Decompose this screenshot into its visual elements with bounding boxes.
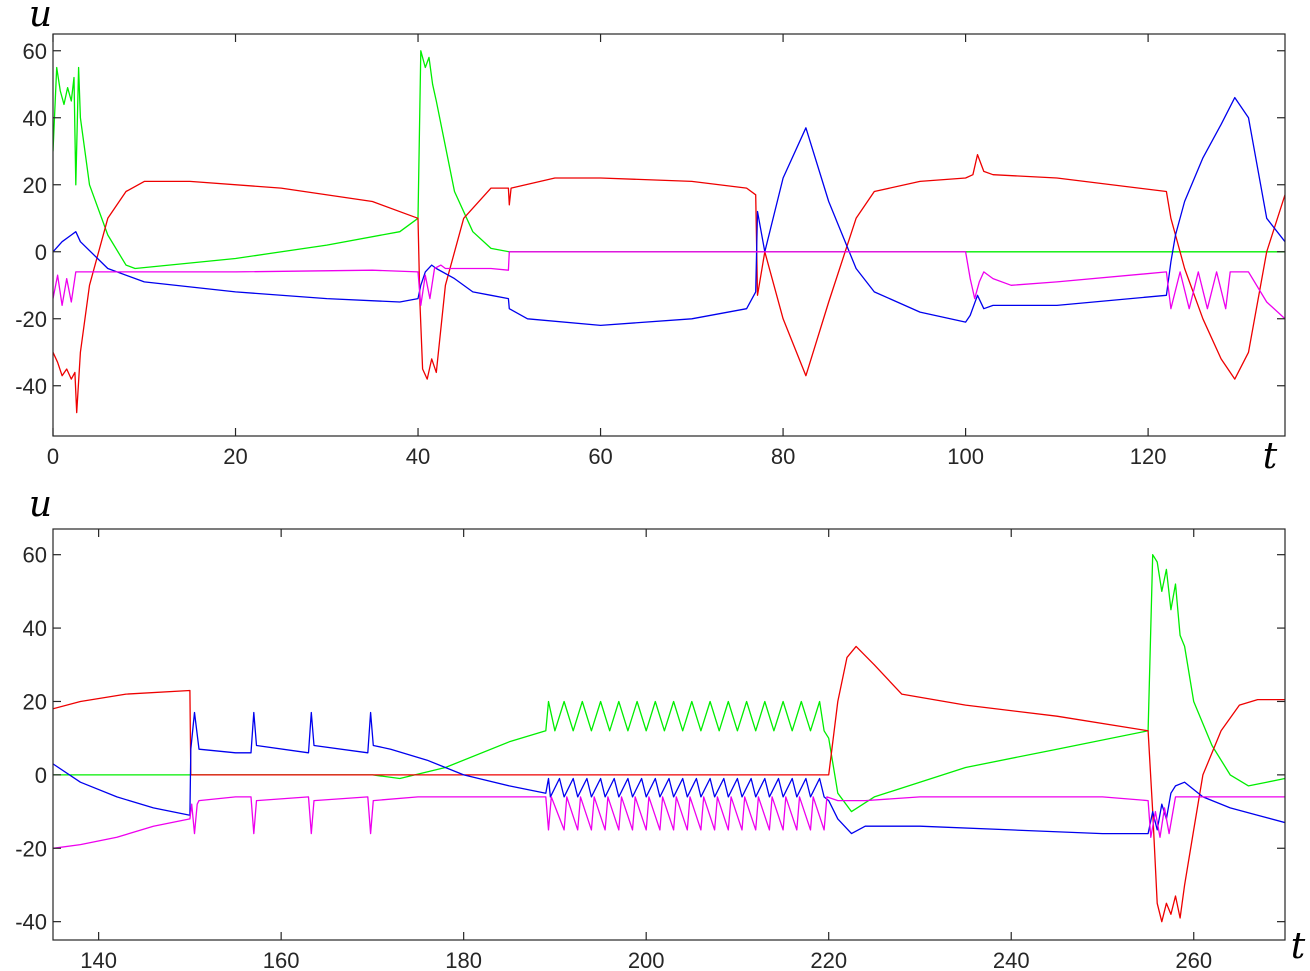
- x-tick-label: 40: [406, 444, 430, 469]
- series-group: [53, 50, 1285, 414]
- x-axis-label: t: [1291, 926, 1306, 967]
- y-tick-label: -20: [15, 836, 47, 861]
- series-line-2: [53, 711, 1285, 835]
- x-tick-label: 140: [80, 948, 117, 971]
- y-tick-label: 0: [35, 240, 47, 265]
- y-axis-label: u: [29, 0, 52, 35]
- series-line-0: [53, 554, 1285, 813]
- series-line-1: [53, 645, 1285, 923]
- y-axis-label: u: [29, 484, 52, 525]
- y-tick-label: 20: [23, 173, 47, 198]
- top-panel: 0 20 40 60 80 100 120 -40 -20 0 20 40 60 u t: [15, 0, 1286, 477]
- y-tick-label: -40: [15, 374, 47, 399]
- y-tick-label: 20: [23, 689, 47, 714]
- y-tick-label: -40: [15, 910, 47, 935]
- x-tick-label: 100: [947, 444, 984, 469]
- series-line-1: [53, 153, 1285, 414]
- x-tick-label: 260: [1175, 948, 1212, 971]
- x-tick-label: 160: [263, 948, 300, 971]
- x-axis-label: t: [1263, 436, 1278, 477]
- x-tick-label: 240: [993, 948, 1030, 971]
- series-line-3: [53, 251, 1285, 320]
- x-tick-label: 220: [810, 948, 847, 971]
- series-line-2: [53, 96, 1285, 327]
- x-tick-label: 120: [1130, 444, 1167, 469]
- x-tick-label: 180: [445, 948, 482, 971]
- x-tick-label: 0: [47, 444, 59, 469]
- x-tick-label: 20: [223, 444, 247, 469]
- plot-frame: [52, 528, 1286, 941]
- series-line-3: [53, 796, 1285, 849]
- y-tick-label: 40: [23, 106, 47, 131]
- x-tick-label: 200: [628, 948, 665, 971]
- series-line-0: [53, 50, 1285, 270]
- y-tick-label: 60: [23, 39, 47, 64]
- series-group: [53, 554, 1285, 923]
- x-tick-label: 80: [771, 444, 795, 469]
- y-tick-label: 0: [35, 763, 47, 788]
- y-tick-label: 60: [23, 543, 47, 568]
- bottom-panel: 140 160 180 200 220 240 260 -40 -20 0 20 40 60 u t: [15, 484, 1306, 971]
- plot-frame: [52, 33, 1286, 437]
- y-tick-label: -20: [15, 307, 47, 332]
- x-tick-label: 60: [588, 444, 612, 469]
- y-tick-label: 40: [23, 616, 47, 641]
